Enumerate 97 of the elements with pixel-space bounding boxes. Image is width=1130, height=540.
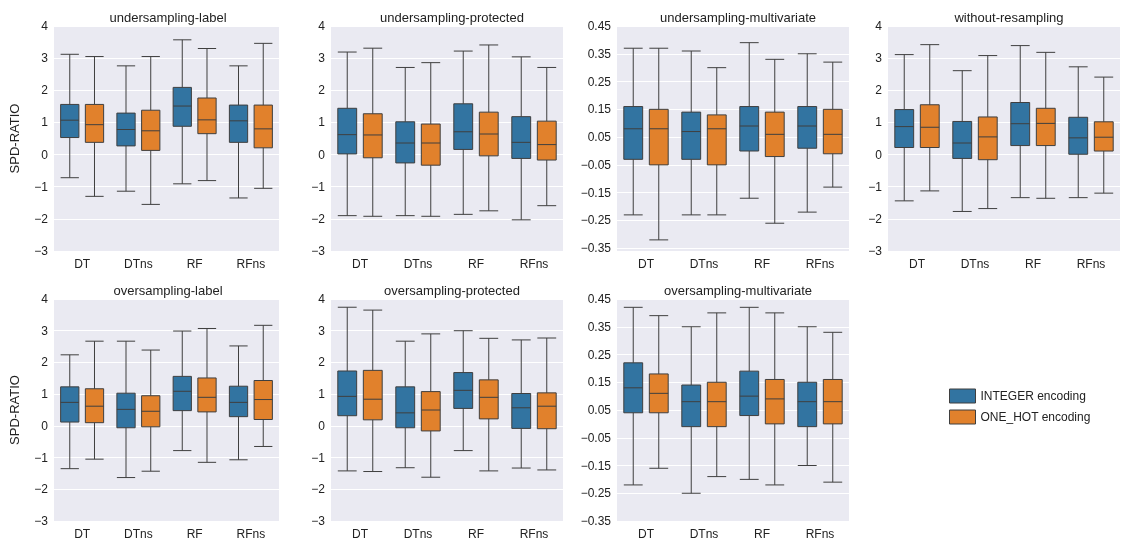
chart-title: undersampling-protected (380, 10, 524, 25)
y-tick-label: −3 (868, 244, 883, 258)
x-tick-label: DT (352, 257, 369, 271)
y-tick-label: 1 (318, 115, 326, 130)
x-tick-label: DT (909, 257, 926, 271)
x-tick-label: RFns (519, 527, 549, 540)
y-tick-label: 0 (318, 418, 326, 433)
x-tick-label: DT (352, 527, 369, 540)
chart-title: without-resampling (953, 10, 1064, 25)
y-tick-label: −0.05 (580, 157, 612, 172)
y-tick-label: 0.15 (587, 375, 612, 390)
y-tick-label: 4 (41, 292, 49, 306)
x-tick-label: RF (186, 527, 203, 540)
x-tick-label: RF (468, 527, 484, 540)
y-tick-label: −3 (34, 244, 49, 258)
y-tick-label: −1 (34, 450, 49, 465)
x-tick-label: DT (638, 257, 655, 271)
y-tick-label: −0.35 (580, 241, 612, 256)
y-tick-label: −2 (311, 211, 326, 226)
y-tick-label: 1 (318, 387, 326, 402)
y-tick-label: 0.05 (587, 130, 612, 145)
x-tick-label: RF (1025, 257, 1041, 271)
x-tick-label: RFns (805, 527, 835, 540)
x-tick-label: DTns (689, 527, 719, 540)
chart-title: oversampling-protected (384, 283, 520, 298)
y-tick-label: −2 (311, 482, 326, 497)
x-tick-label: RF (468, 257, 484, 271)
y-tick-label: −0.25 (580, 213, 612, 228)
y-tick-label: −1 (868, 179, 883, 194)
x-tick-label: RF (754, 257, 770, 271)
y-axis-title: SPD-RATIO (7, 103, 22, 174)
x-tick-label: DTns (403, 527, 433, 540)
chart-title: oversampling-multivariate (663, 283, 813, 298)
legend-label: ONE_HOT encoding (980, 410, 1091, 424)
x-tick-label: DT (74, 257, 91, 271)
y-tick-label: 0.15 (587, 102, 612, 117)
y-tick-label: 0.35 (587, 46, 612, 61)
chart-title: undersampling-label (109, 10, 227, 25)
y-tick-label: 3 (41, 323, 49, 338)
x-tick-label: RFns (236, 257, 266, 271)
y-tick-label: −0.15 (580, 185, 612, 200)
x-tick-label: DT (638, 527, 655, 540)
y-tick-label: −3 (311, 244, 326, 258)
y-tick-label: 4 (318, 292, 326, 306)
y-tick-label: 1 (41, 115, 49, 130)
x-tick-label: RFns (805, 257, 835, 271)
y-tick-label: 2 (318, 83, 326, 98)
x-tick-label: DTns (689, 257, 719, 271)
y-tick-label: −3 (34, 514, 49, 528)
y-tick-label: −0.35 (580, 514, 612, 528)
x-tick-label: DTns (960, 257, 990, 271)
y-tick-label: −1 (311, 450, 326, 465)
x-tick-label: RFns (1076, 257, 1106, 271)
y-tick-label: 2 (875, 83, 883, 98)
y-tick-label: 3 (41, 51, 49, 66)
y-tick-label: 1 (41, 387, 49, 402)
y-tick-label: 0.25 (587, 74, 612, 89)
x-tick-label: RF (186, 257, 203, 271)
y-tick-label: −2 (34, 482, 49, 497)
y-tick-label: 0 (875, 147, 883, 162)
y-tick-label: 4 (41, 19, 49, 33)
y-tick-label: −2 (34, 211, 49, 226)
y-tick-label: 0.35 (587, 319, 612, 334)
y-axis-title: SPD-RATIO (7, 375, 22, 445)
x-tick-label: DTns (124, 257, 153, 271)
x-tick-label: DTns (124, 527, 153, 540)
x-tick-label: DT (74, 527, 91, 540)
y-tick-label: 0.45 (587, 292, 612, 306)
y-tick-label: 0.25 (587, 347, 612, 362)
y-tick-label: 4 (318, 19, 326, 33)
y-tick-label: −3 (311, 514, 326, 528)
y-tick-label: 3 (318, 323, 326, 338)
y-tick-label: 1 (875, 115, 883, 130)
y-tick-label: −1 (311, 179, 326, 194)
y-tick-label: 4 (875, 19, 883, 33)
y-tick-label: 2 (41, 355, 49, 370)
y-tick-label: −0.25 (580, 486, 612, 501)
y-tick-label: 0 (41, 147, 49, 162)
y-tick-label: 0 (318, 147, 326, 162)
y-tick-label: −0.15 (580, 458, 612, 473)
legend-label: INTEGER encoding (980, 389, 1086, 403)
y-tick-label: 3 (318, 51, 326, 66)
y-tick-label: 0 (41, 418, 49, 433)
y-tick-label: −1 (34, 179, 49, 194)
chart-title: undersampling-multivariate (659, 10, 817, 25)
x-tick-label: RF (754, 527, 770, 540)
x-tick-label: RFns (519, 257, 549, 271)
chart-title: oversampling-label (113, 283, 223, 298)
y-tick-label: 3 (875, 51, 883, 66)
x-tick-label: DTns (403, 257, 433, 271)
y-tick-label: 0.05 (587, 403, 612, 417)
y-tick-label: 0.45 (587, 19, 612, 33)
y-tick-label: 2 (41, 83, 49, 98)
x-tick-label: RFns (236, 527, 266, 540)
y-tick-label: −2 (868, 211, 883, 226)
y-tick-label: −0.05 (580, 430, 612, 445)
y-tick-label: 2 (318, 355, 326, 370)
